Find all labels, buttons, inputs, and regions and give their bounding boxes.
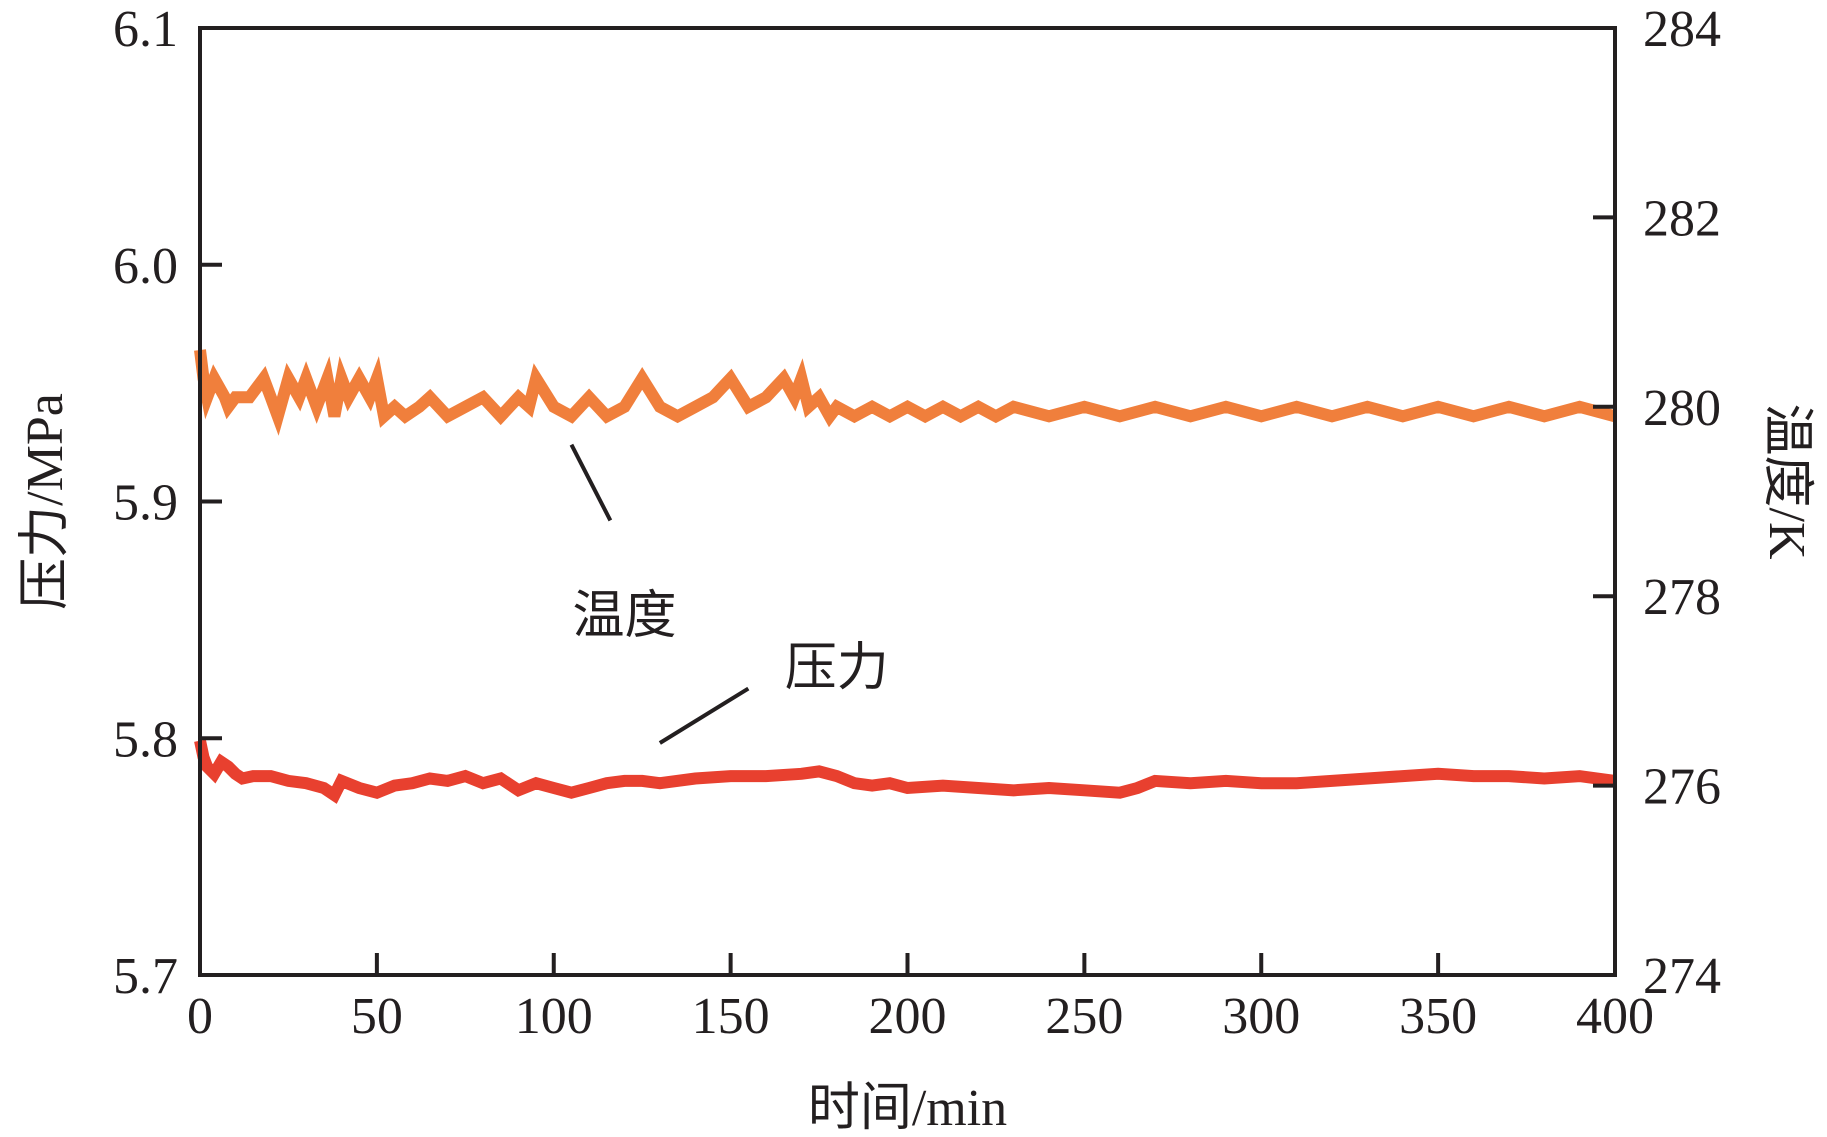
x-axis-title: 时间/min bbox=[808, 1080, 1007, 1137]
series-line-pressure bbox=[194, 739, 1616, 804]
left-y-tick-label: 5.9 bbox=[113, 475, 178, 532]
x-tick-label: 300 bbox=[1222, 988, 1300, 1045]
temperature-annotation: 温度 bbox=[572, 586, 676, 646]
temperature-leader-line bbox=[569, 443, 613, 522]
x-tick-label: 200 bbox=[869, 988, 947, 1045]
left-axis-title: 压力/MPa bbox=[17, 393, 74, 610]
right-y-tick-label: 284 bbox=[1643, 1, 1721, 58]
x-tick-label: 50 bbox=[351, 988, 403, 1045]
left-y-tick-label: 5.8 bbox=[113, 711, 178, 768]
series-layer bbox=[194, 349, 1617, 804]
left-y-tick-label: 5.7 bbox=[113, 948, 178, 1005]
pressure-annotation: 压力 bbox=[785, 638, 889, 698]
right-y-tick-label: 282 bbox=[1643, 190, 1721, 247]
left-y-tick-label: 6.1 bbox=[113, 1, 178, 58]
ticks-layer: 0 50 100 150 200 250 300 350 400 5.7 5.8 5.9 6.0 6.1 2… bbox=[113, 1, 1721, 1045]
pressure-leader-line bbox=[658, 686, 750, 745]
x-tick-label: 250 bbox=[1045, 988, 1123, 1045]
x-tick-label: 150 bbox=[692, 988, 770, 1045]
right-y-tick-label: 280 bbox=[1643, 380, 1721, 437]
left-y-tick-label: 6.0 bbox=[113, 238, 178, 295]
x-tick-label: 0 bbox=[187, 988, 213, 1045]
plot-frame bbox=[198, 26, 1617, 977]
right-y-tick-label: 278 bbox=[1643, 569, 1721, 626]
x-tick-label: 400 bbox=[1576, 988, 1654, 1045]
x-tick-label: 350 bbox=[1399, 988, 1477, 1045]
right-y-tick-label: 276 bbox=[1643, 759, 1721, 816]
right-y-tick-label: 274 bbox=[1643, 948, 1721, 1005]
right-axis-title: 温度/K bbox=[1758, 403, 1815, 559]
x-tick-label: 100 bbox=[515, 988, 593, 1045]
series-line-temperature bbox=[194, 349, 1617, 436]
